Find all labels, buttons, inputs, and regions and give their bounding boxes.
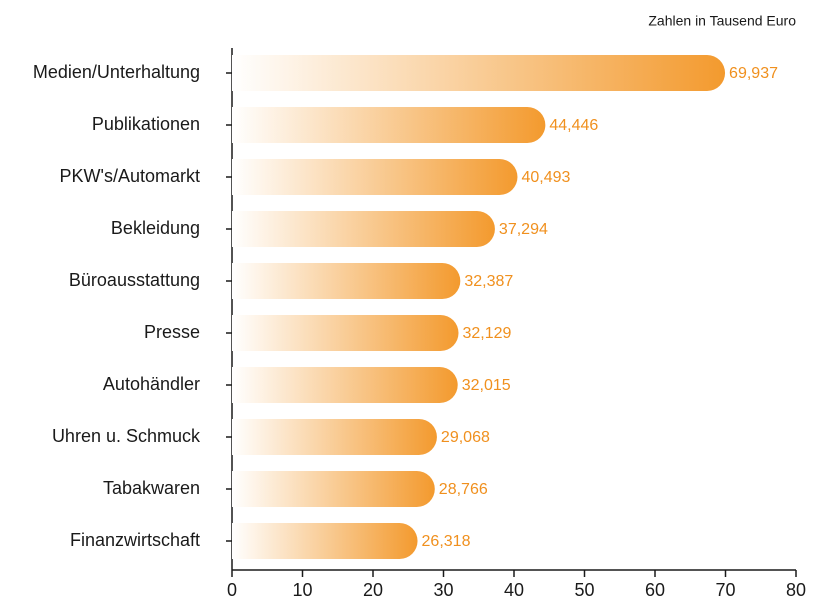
value-label: 44,446 (549, 117, 598, 134)
y-tick-label: Presse (144, 322, 200, 342)
bar (232, 55, 726, 91)
bar (232, 159, 518, 195)
bar (232, 315, 459, 351)
x-tick-label: 60 (645, 580, 665, 600)
x-tick-label: 40 (504, 580, 524, 600)
value-label: 69,937 (729, 65, 778, 82)
value-label: 37,294 (499, 221, 548, 238)
value-label: 32,015 (462, 377, 511, 394)
x-tick-label: 50 (574, 580, 594, 600)
y-tick-label: Publikationen (92, 114, 200, 134)
x-tick-label: 80 (786, 580, 806, 600)
x-tick-label: 10 (292, 580, 312, 600)
y-tick-label: Autohändler (103, 374, 200, 394)
value-label: 29,068 (441, 429, 490, 446)
y-tick-label: Bekleidung (111, 218, 200, 238)
bar (232, 107, 546, 143)
bar (232, 419, 437, 455)
y-tick-label: Medien/Unterhaltung (33, 62, 200, 82)
y-tick-label: PKW's/Automarkt (60, 166, 200, 186)
bar (232, 263, 461, 299)
bar (232, 523, 418, 559)
bar (232, 367, 458, 403)
x-tick-label: 0 (227, 580, 237, 600)
chart-subtitle: Zahlen in Tausend Euro (648, 13, 796, 29)
y-tick-label: Tabakwaren (103, 478, 200, 498)
value-label: 28,766 (439, 481, 488, 498)
y-tick-label: Uhren u. Schmuck (52, 426, 201, 446)
y-tick-label: Büroausstattung (69, 270, 200, 290)
value-label: 40,493 (521, 169, 570, 186)
value-label: 26,318 (422, 533, 471, 550)
x-tick-label: 20 (363, 580, 383, 600)
x-tick-label: 30 (433, 580, 453, 600)
x-tick-label: 70 (715, 580, 735, 600)
value-label: 32,387 (464, 273, 513, 290)
bar (232, 211, 495, 247)
bar (232, 471, 435, 507)
y-tick-label: Finanzwirtschaft (70, 530, 200, 550)
value-label: 32,129 (463, 325, 512, 342)
